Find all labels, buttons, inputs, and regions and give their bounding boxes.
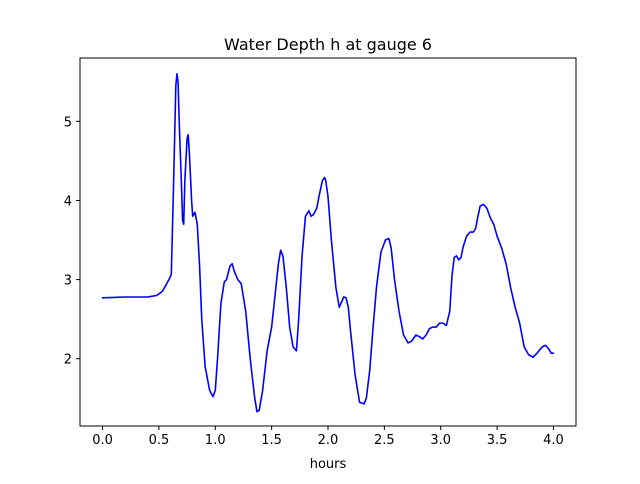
axis-ticks: 0.0 0.5 1.0 1.5 2.0 2.5 3.0 3.5 4.0 2 3 4 5 — [64, 115, 564, 448]
x-axis-label: hours — [310, 457, 347, 472]
axes-frame — [79, 57, 577, 427]
x-tick-label: 3.0 — [430, 433, 451, 448]
x-tick-label: 2.0 — [318, 433, 339, 448]
x-tick-label: 1.5 — [261, 433, 282, 448]
series-line-0 — [101, 73, 555, 413]
y-tick-label: 2 — [64, 353, 72, 368]
y-tick-label: 5 — [64, 115, 72, 130]
x-tick-label: 3.5 — [487, 433, 508, 448]
x-tick-label: 4.0 — [543, 433, 564, 448]
y-tick-label: 4 — [64, 194, 72, 209]
plot-area — [101, 73, 555, 413]
y-tick-label: 3 — [64, 274, 72, 289]
chart-title: Water Depth h at gauge 6 — [224, 35, 432, 54]
x-tick-label: 0.0 — [92, 433, 113, 448]
x-tick-label: 0.5 — [149, 433, 170, 448]
x-tick-label: 2.5 — [374, 433, 395, 448]
x-tick-label: 1.0 — [205, 433, 226, 448]
